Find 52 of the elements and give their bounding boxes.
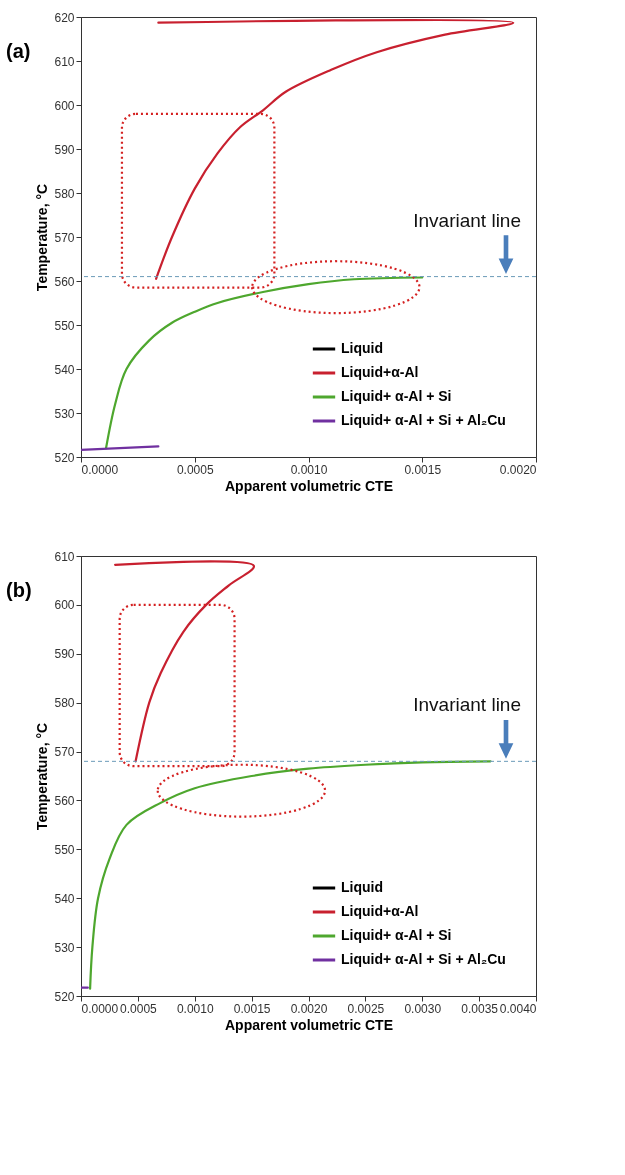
y-tick-label: 530 (54, 940, 75, 955)
y-tick-label: 610 (54, 549, 75, 564)
legend-label: Liquid (341, 879, 383, 895)
x-tick-label: 0.0000 (81, 462, 119, 477)
y-tick-label: 540 (54, 891, 75, 906)
legend-label: Liquid+α-Al (341, 903, 419, 919)
line-series (104, 276, 424, 450)
y-tick-label: 560 (54, 274, 75, 289)
y-tick-label: 530 (54, 406, 75, 421)
y-tick-label: 590 (54, 647, 75, 662)
x-tick-label: 0.0010 (176, 1001, 214, 1016)
y-axis-title: Temperature, °C (34, 722, 51, 831)
y-tick-label: 550 (54, 842, 75, 857)
x-tick-label: 0.0020 (499, 462, 537, 477)
text: (a) (6, 40, 31, 62)
y-axis-title: Temperature, °C (34, 183, 51, 292)
x-tick-label: 0.0035 (461, 1001, 499, 1016)
y-tick-label: 590 (54, 142, 75, 157)
x-tick-label: 0.0040 (499, 1001, 537, 1016)
legend-label: Liquid+ α-Al + Si (341, 927, 452, 943)
y-tick-label: 520 (54, 989, 75, 1004)
y-tick-label: 610 (54, 54, 75, 69)
x-tick-label: 0.0025 (347, 1001, 385, 1016)
legend-label: Liquid+α-Al (341, 364, 419, 380)
x-tick-label: 0.0020 (290, 1001, 328, 1016)
y-tick-label: 570 (54, 230, 75, 245)
ref-line-label: Invariant line (413, 694, 521, 716)
x-axis-title: Apparent volumetric CTE (224, 1016, 394, 1033)
x-tick-label: 0.0015 (404, 462, 442, 477)
y-tick-label: 550 (54, 318, 75, 333)
x-tick-label: 0.0005 (120, 1001, 158, 1016)
y-tick-label: 540 (54, 362, 75, 377)
y-tick-label: 560 (54, 793, 75, 808)
legend-label: Liquid+ α-Al + Si (341, 388, 452, 404)
y-tick-label: 620 (54, 10, 75, 25)
ref-line-label: Invariant line (413, 209, 521, 231)
y-tick-label: 600 (54, 598, 75, 613)
x-tick-label: 0.0005 (176, 462, 214, 477)
x-tick-label: 0.0010 (290, 462, 328, 477)
x-tick-label: 0.0015 (233, 1001, 271, 1016)
y-tick-label: 580 (54, 186, 75, 201)
text: (b) (6, 579, 32, 601)
y-tick-label: 520 (54, 450, 75, 465)
x-tick-label: 0.0030 (404, 1001, 442, 1016)
legend-label: Liquid+ α-Al + Si + Al₂Cu (341, 951, 506, 967)
x-tick-label: 0.0000 (81, 1001, 119, 1016)
y-tick-label: 570 (54, 745, 75, 760)
y-tick-label: 580 (54, 696, 75, 711)
legend-label: Liquid (341, 340, 383, 356)
x-axis-title: Apparent volumetric CTE (224, 477, 394, 494)
legend-label: Liquid+ α-Al + Si + Al₂Cu (341, 412, 506, 428)
y-tick-label: 600 (54, 98, 75, 113)
